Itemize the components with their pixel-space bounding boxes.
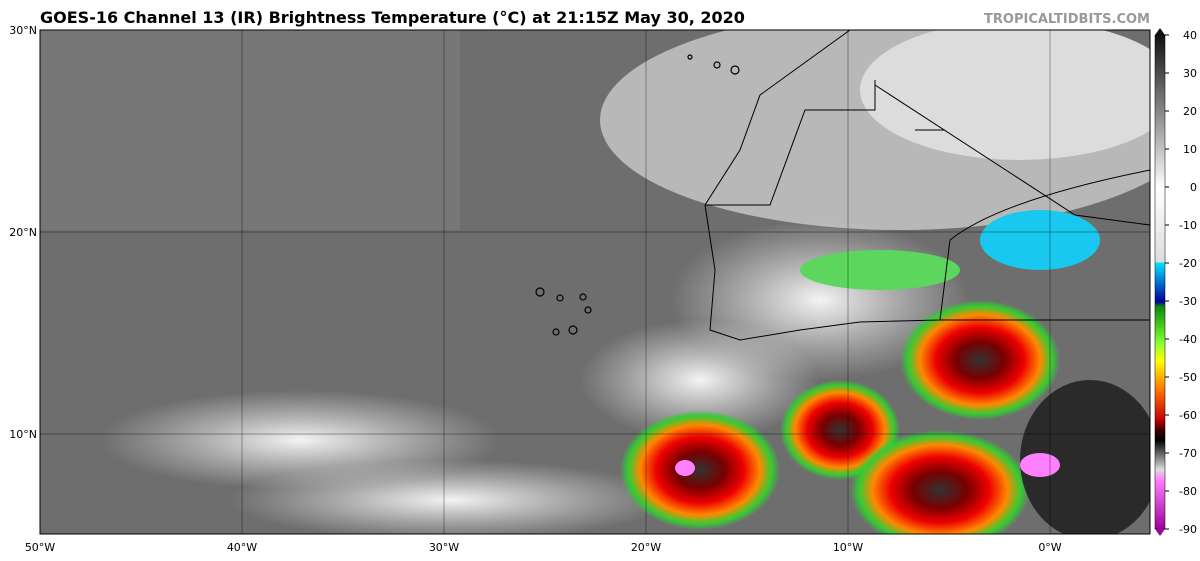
lat-label: 30°N xyxy=(9,24,37,37)
colorbar-tick-label: -40 xyxy=(1179,333,1197,346)
lat-label: 20°N xyxy=(9,226,37,239)
colorbar-tick-label: -80 xyxy=(1179,485,1197,498)
lon-label: 30°W xyxy=(429,541,459,554)
colorbar-tick-label: -30 xyxy=(1179,295,1197,308)
colorbar-tick-label: 10 xyxy=(1183,143,1197,156)
colorbar-tick-label: 20 xyxy=(1183,105,1197,118)
lat-label: 10°N xyxy=(9,428,37,441)
colorbar-tick-label: -50 xyxy=(1179,371,1197,384)
colorbar-tick-label: -10 xyxy=(1179,219,1197,232)
lon-label: 50°W xyxy=(25,541,55,554)
lon-label: 0°W xyxy=(1038,541,1061,554)
title: GOES-16 Channel 13 (IR) Brightness Tempe… xyxy=(40,8,745,27)
lon-label: 20°W xyxy=(631,541,661,554)
colorbar-tick-label: -20 xyxy=(1179,257,1197,270)
lon-label: 40°W xyxy=(227,541,257,554)
credit: TROPICALTIDBITS.COM xyxy=(984,12,1150,27)
colorbar-tick-label: 30 xyxy=(1183,67,1197,80)
colorbar-tick-label: 40 xyxy=(1183,29,1197,42)
satellite-image xyxy=(40,30,1150,534)
colorbar-tick-label: -60 xyxy=(1179,409,1197,422)
map-frame xyxy=(39,29,1151,535)
lon-label: 10°W xyxy=(833,541,863,554)
colorbar xyxy=(1154,28,1166,536)
colorbar-tick-label: 0 xyxy=(1190,181,1197,194)
colorbar-tick-label: -90 xyxy=(1179,523,1197,536)
colorbar-tick-label: -70 xyxy=(1179,447,1197,460)
